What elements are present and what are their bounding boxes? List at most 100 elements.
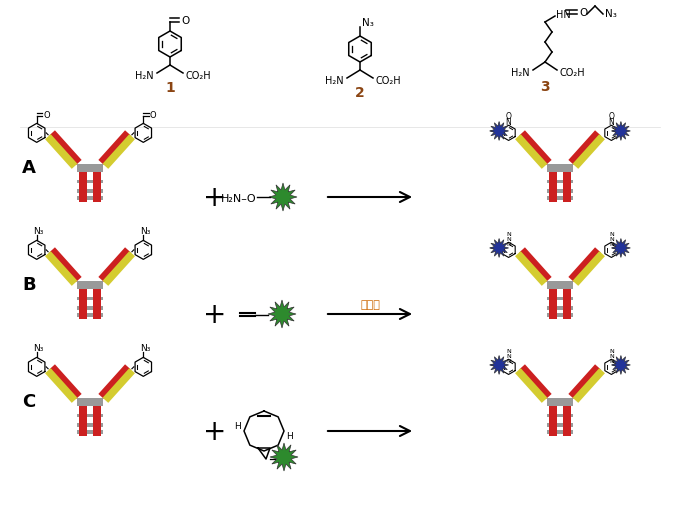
Text: N
N
N: N N N: [506, 349, 511, 363]
Text: H: H: [286, 432, 293, 441]
Bar: [563, 406, 571, 437]
Bar: [77, 423, 103, 427]
Polygon shape: [103, 251, 135, 286]
Text: CO₂H: CO₂H: [375, 76, 401, 86]
Text: CO₂H: CO₂H: [185, 71, 211, 81]
Bar: [547, 165, 573, 173]
Text: N
N
N: N N N: [609, 349, 614, 363]
Polygon shape: [611, 239, 630, 258]
Text: O: O: [609, 112, 614, 121]
Polygon shape: [573, 369, 605, 403]
Bar: [547, 282, 573, 290]
Polygon shape: [573, 251, 605, 286]
Text: +: +: [203, 417, 226, 445]
Text: N₃: N₃: [33, 344, 44, 353]
Text: N: N: [609, 118, 614, 127]
Bar: [77, 297, 103, 301]
Text: H₂N–O: H₂N–O: [220, 193, 256, 204]
Polygon shape: [611, 356, 630, 375]
Polygon shape: [515, 135, 547, 169]
Bar: [79, 290, 87, 320]
Text: N₃: N₃: [605, 9, 617, 19]
Bar: [547, 189, 573, 193]
Text: N: N: [506, 118, 511, 127]
Text: O: O: [579, 8, 588, 18]
Polygon shape: [45, 251, 78, 286]
Text: H₂N: H₂N: [511, 68, 530, 78]
Text: H₂N: H₂N: [325, 76, 344, 86]
Text: O: O: [181, 16, 189, 26]
Text: N₃: N₃: [140, 227, 150, 236]
Polygon shape: [268, 300, 296, 328]
Text: H₂N: H₂N: [135, 71, 154, 81]
Polygon shape: [568, 131, 600, 166]
Polygon shape: [520, 364, 551, 399]
Polygon shape: [103, 135, 135, 169]
Bar: [77, 165, 103, 173]
Bar: [547, 314, 573, 318]
Bar: [547, 414, 573, 417]
Polygon shape: [270, 443, 298, 471]
Polygon shape: [45, 135, 78, 169]
Bar: [549, 173, 557, 203]
Bar: [547, 180, 573, 184]
Bar: [79, 406, 87, 437]
Polygon shape: [99, 364, 131, 399]
Polygon shape: [49, 248, 82, 282]
Text: 3: 3: [540, 80, 550, 94]
Polygon shape: [45, 369, 78, 403]
Bar: [77, 197, 103, 201]
Text: 铜嫂化: 铜嫂化: [360, 299, 380, 309]
Bar: [547, 423, 573, 427]
Bar: [79, 173, 87, 203]
Text: +: +: [203, 300, 226, 328]
Text: CO₂H: CO₂H: [559, 68, 585, 78]
Polygon shape: [520, 131, 551, 166]
Polygon shape: [568, 364, 600, 399]
Text: O: O: [150, 110, 156, 120]
Polygon shape: [573, 135, 605, 169]
Polygon shape: [49, 364, 82, 399]
Text: N
N
N: N N N: [609, 232, 614, 246]
Text: +: +: [203, 184, 226, 212]
Polygon shape: [611, 122, 630, 141]
Bar: [563, 173, 571, 203]
Text: H: H: [234, 421, 241, 431]
Polygon shape: [49, 131, 82, 166]
Text: HN: HN: [556, 10, 571, 20]
Bar: [547, 197, 573, 201]
Bar: [549, 406, 557, 437]
Bar: [563, 290, 571, 320]
Text: 1: 1: [165, 81, 175, 95]
Polygon shape: [490, 122, 509, 141]
Text: O: O: [44, 110, 50, 120]
Bar: [549, 290, 557, 320]
Polygon shape: [490, 356, 509, 375]
Bar: [77, 431, 103, 434]
Polygon shape: [515, 369, 547, 403]
Bar: [93, 290, 101, 320]
Bar: [547, 431, 573, 434]
Bar: [77, 306, 103, 310]
Text: N
N
N: N N N: [506, 232, 511, 246]
Text: N₃: N₃: [33, 227, 44, 236]
Bar: [93, 406, 101, 437]
Bar: [77, 189, 103, 193]
Polygon shape: [103, 369, 135, 403]
Polygon shape: [269, 184, 297, 212]
Text: O: O: [506, 112, 511, 121]
Bar: [77, 314, 103, 318]
Polygon shape: [520, 248, 551, 282]
Bar: [77, 282, 103, 290]
Text: B: B: [22, 275, 35, 293]
Text: C: C: [22, 392, 35, 410]
Polygon shape: [568, 248, 600, 282]
Bar: [77, 414, 103, 417]
Text: 2: 2: [355, 86, 365, 100]
Text: A: A: [22, 159, 36, 177]
Text: N₃: N₃: [140, 344, 150, 353]
Bar: [547, 297, 573, 301]
Bar: [547, 399, 573, 406]
Text: N₃: N₃: [362, 18, 374, 28]
Polygon shape: [99, 248, 131, 282]
